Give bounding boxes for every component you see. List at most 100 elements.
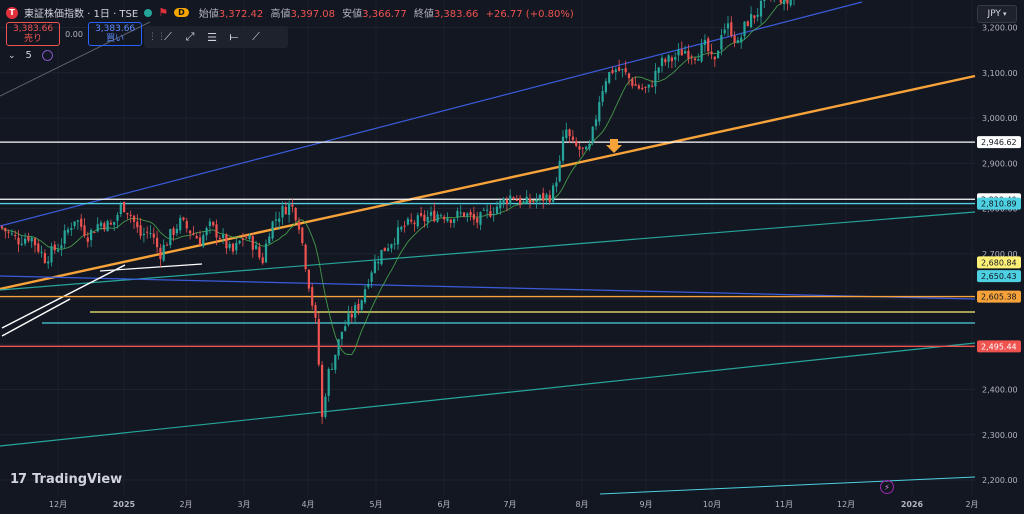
time-axis[interactable]: 12月 2025 2月 3月 4月 5月 6月 7月 8月 9月 10月 11月 12月 2026 2月	[49, 500, 979, 509]
candle-body	[522, 201, 525, 204]
level-price-tag	[977, 136, 1021, 149]
teal-trendline-lower[interactable]	[0, 342, 976, 447]
candle-body	[363, 289, 367, 303]
candle-body	[555, 182, 558, 187]
parallel-channel-tool-icon[interactable]: ☰	[207, 30, 217, 44]
candle-body	[119, 203, 122, 215]
candle-body	[621, 69, 624, 71]
indicator-label[interactable]: 5	[25, 50, 32, 61]
candle-body	[90, 229, 93, 241]
level-price-label: 2,810.89	[981, 200, 1017, 209]
blue-descending-line[interactable]	[0, 275, 976, 300]
candle-body	[423, 214, 426, 222]
candle-body	[750, 14, 753, 28]
horizontal-levels[interactable]	[0, 141, 975, 347]
moving-average-line	[1, 0, 789, 355]
chart-header: T 東証株価指数 · 1日 · TSE ⚑ D 始値3,372.42 高値3,3…	[0, 0, 975, 66]
candle-body	[0, 226, 4, 229]
candle-body	[472, 213, 475, 220]
candle-body	[43, 252, 46, 264]
candle-body	[400, 226, 403, 230]
candle-body	[505, 199, 508, 204]
candle-body	[535, 199, 538, 203]
candle-body	[532, 201, 535, 203]
candle-body	[486, 209, 489, 211]
level-price-tag	[977, 290, 1021, 303]
teal-trendline-upper[interactable]	[0, 211, 976, 291]
candle-body	[33, 238, 37, 246]
white-short-line[interactable]	[99, 263, 203, 272]
candle-body	[492, 213, 495, 216]
high-label: 高値	[270, 9, 291, 20]
candle-body	[410, 219, 413, 222]
candle-body	[548, 195, 551, 203]
candle-body	[713, 56, 716, 60]
low-value: 3,366.77	[362, 9, 407, 20]
candle-body	[578, 146, 581, 150]
candle-body	[172, 228, 175, 236]
extended-line-tool-icon[interactable]: ⟋	[252, 30, 260, 43]
tradingview-logo[interactable]: 17 TradingView	[10, 472, 122, 487]
upper-blue-trendline[interactable]	[0, 1, 863, 227]
candle-body	[205, 228, 208, 236]
candle-body	[179, 217, 182, 231]
cyan-trendline-bottom[interactable]	[599, 476, 976, 495]
candle-body	[93, 232, 96, 234]
candle-body	[396, 227, 400, 245]
candle-body	[637, 85, 640, 89]
candle-body	[581, 147, 584, 149]
y-tick-label: 2,700.00	[982, 250, 1018, 259]
candle-body	[515, 199, 518, 201]
white-rising-line-2[interactable]	[1, 298, 71, 337]
candlesticks	[0, 0, 795, 424]
candle-body	[733, 35, 736, 43]
sell-button[interactable]: 3,383.66 売り	[6, 22, 61, 46]
candle-body	[182, 217, 185, 220]
candle-body	[195, 236, 198, 239]
candle-body	[311, 287, 314, 306]
candle-body	[373, 261, 376, 273]
indicator-settings-icon[interactable]	[41, 50, 53, 61]
y-tick-label: 3,200.00	[982, 24, 1018, 33]
candle-body	[558, 160, 561, 182]
candle-body	[538, 194, 541, 199]
orange-arrow-marker[interactable]	[606, 139, 622, 153]
candle-body	[7, 231, 10, 233]
trend-lines[interactable]	[0, 1, 976, 495]
gray-trendline[interactable]	[0, 21, 151, 97]
market-badge[interactable]: D	[174, 8, 189, 17]
horizontal-ray-tool-icon[interactable]: ⟝	[229, 30, 239, 43]
candle-body	[684, 51, 687, 54]
candle-body	[697, 59, 700, 61]
y-tick-label: 3,000.00	[982, 114, 1018, 123]
candle-body	[420, 213, 423, 216]
orange-trendline[interactable]	[0, 74, 976, 291]
candle-body	[222, 234, 225, 238]
candle-body	[324, 396, 327, 417]
candle-body	[208, 221, 211, 227]
candle-body	[469, 211, 472, 216]
currency-selector[interactable]: JPY ▾	[977, 5, 1017, 23]
alert-flag-icon[interactable]: ⚑	[158, 6, 169, 19]
candle-body	[660, 57, 664, 67]
spread-value: 0.00	[65, 29, 83, 39]
level-price-label: 2,495.44	[981, 342, 1017, 351]
candle-body	[700, 44, 703, 62]
candle-body	[165, 244, 169, 246]
candle-body	[466, 213, 469, 216]
toolbar-grip-icon[interactable]: ⋮⋮	[148, 32, 166, 42]
symbol-title[interactable]: 東証株価指数 · 1日 · TSE	[24, 9, 139, 20]
candle-body	[479, 212, 482, 225]
flash-icon[interactable]: ⚡	[880, 480, 894, 494]
candle-body	[443, 216, 446, 220]
collapse-chevron-icon[interactable]: ⌄	[8, 50, 16, 61]
ray-tool-icon[interactable]: ⤢	[185, 30, 195, 43]
candle-body	[268, 236, 271, 244]
candle-body	[641, 87, 644, 89]
tradingview-mark-icon: 17	[10, 472, 27, 487]
trendline-tool-icon[interactable]: ⟋	[164, 30, 172, 43]
candle-body	[258, 246, 261, 258]
candle-body	[627, 73, 631, 79]
buy-button[interactable]: 3,383.66 買い	[88, 22, 143, 46]
